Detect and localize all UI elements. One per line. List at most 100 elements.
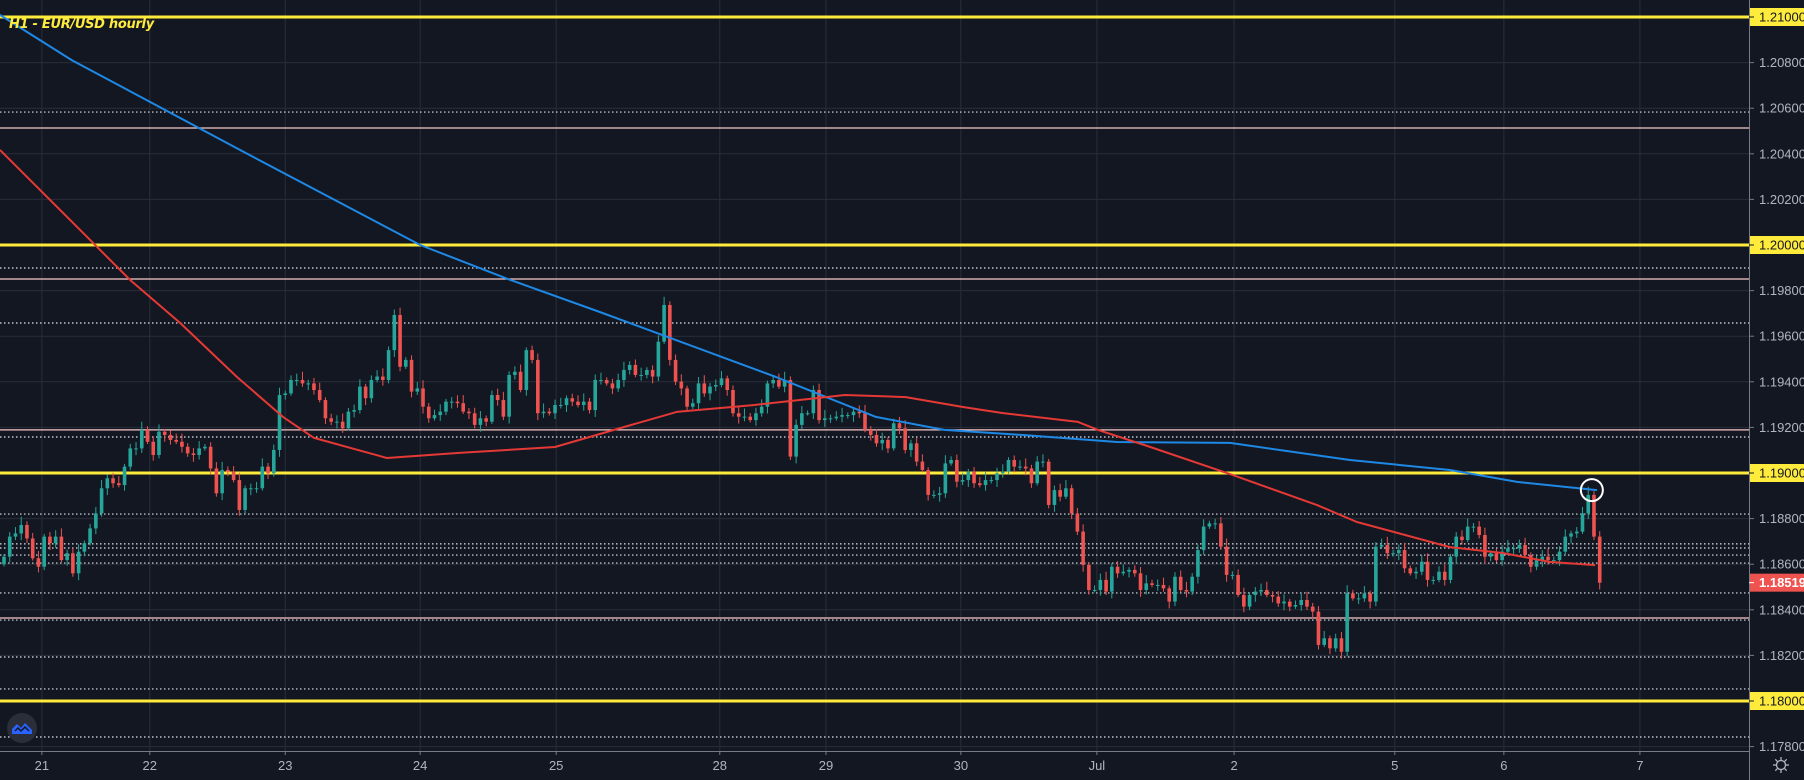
candle-down[interactable] xyxy=(1276,596,1281,604)
candle-up[interactable] xyxy=(1098,579,1103,590)
candle-up[interactable] xyxy=(1230,574,1235,576)
candle-up[interactable] xyxy=(949,460,953,464)
candle-up[interactable] xyxy=(1471,526,1476,528)
candle-up[interactable] xyxy=(1299,599,1304,606)
candle-down[interactable] xyxy=(71,553,75,574)
candle-down[interactable] xyxy=(1328,638,1332,649)
candle-up[interactable] xyxy=(541,411,546,414)
candle-down[interactable] xyxy=(1104,579,1108,592)
candle-down[interactable] xyxy=(1075,513,1080,532)
candle-up[interactable] xyxy=(82,543,87,552)
candle-up[interactable] xyxy=(1041,461,1045,463)
candle-down[interactable] xyxy=(214,468,219,494)
candle-up[interactable] xyxy=(1419,561,1424,572)
candle-up[interactable] xyxy=(960,480,965,482)
candle-down[interactable] xyxy=(1339,638,1344,652)
candle-up[interactable] xyxy=(1517,545,1522,549)
candle-down[interactable] xyxy=(1368,593,1372,602)
candle-down[interactable] xyxy=(874,434,879,444)
candle-up[interactable] xyxy=(805,413,810,415)
candle-down[interactable] xyxy=(409,359,414,392)
candle-down[interactable] xyxy=(1494,553,1499,561)
candle-down[interactable] xyxy=(421,388,425,407)
candle-down[interactable] xyxy=(25,524,29,539)
price-axis[interactable] xyxy=(1749,0,1804,780)
candle-up[interactable] xyxy=(404,359,408,367)
candle-up[interactable] xyxy=(713,384,718,387)
candle-down[interactable] xyxy=(926,470,930,495)
candle-up[interactable] xyxy=(134,448,138,450)
candle-down[interactable] xyxy=(30,538,35,559)
candle-down[interactable] xyxy=(868,429,873,435)
candle-up[interactable] xyxy=(1213,523,1217,525)
candle-down[interactable] xyxy=(1224,546,1229,575)
candle-down[interactable] xyxy=(398,314,402,367)
candle-up[interactable] xyxy=(375,376,379,380)
candle-up[interactable] xyxy=(203,446,207,449)
candle-down[interactable] xyxy=(1058,490,1062,497)
candle-up[interactable] xyxy=(1052,490,1057,505)
candle-down[interactable] xyxy=(576,401,580,406)
candle-down[interactable] xyxy=(978,483,982,486)
candle-down[interactable] xyxy=(495,395,500,401)
candle-up[interactable] xyxy=(1345,593,1349,652)
candle-up[interactable] xyxy=(1465,526,1470,541)
candle-up[interactable] xyxy=(1155,584,1160,586)
candle-up[interactable] xyxy=(88,528,92,544)
candle-up[interactable] xyxy=(800,413,804,425)
candle-down[interactable] xyxy=(1087,564,1091,590)
candle-up[interactable] xyxy=(271,449,276,474)
candle-up[interactable] xyxy=(966,471,971,481)
candle-up[interactable] xyxy=(13,533,18,537)
candle-up[interactable] xyxy=(65,553,69,561)
candle-up[interactable] xyxy=(444,401,448,412)
candle-up[interactable] xyxy=(983,480,988,486)
candle-down[interactable] xyxy=(650,369,655,377)
candle-up[interactable] xyxy=(553,405,557,414)
candle-down[interactable] xyxy=(300,379,305,384)
candle-up[interactable] xyxy=(1362,593,1367,599)
candle-down[interactable] xyxy=(1167,588,1172,602)
candle-down[interactable] xyxy=(610,383,615,389)
candle-down[interactable] xyxy=(547,411,552,414)
candle-down[interactable] xyxy=(340,421,345,429)
candle-down[interactable] xyxy=(1023,466,1028,469)
candle-up[interactable] xyxy=(765,383,770,407)
candle-up[interactable] xyxy=(645,369,649,375)
candle-up[interactable] xyxy=(696,383,701,404)
candle-up[interactable] xyxy=(358,386,362,411)
candle-down[interactable] xyxy=(111,478,115,484)
candle-up[interactable] xyxy=(507,374,511,417)
candle-up[interactable] xyxy=(432,415,437,419)
candle-up[interactable] xyxy=(7,536,12,557)
candle-down[interactable] xyxy=(725,378,730,391)
candle-down[interactable] xyxy=(604,379,609,384)
candle-up[interactable] xyxy=(1253,591,1258,595)
candle-up[interactable] xyxy=(880,439,885,444)
candle-up[interactable] xyxy=(1092,589,1097,591)
candle-down[interactable] xyxy=(1442,571,1447,580)
candle-down[interactable] xyxy=(886,439,890,449)
candle-down[interactable] xyxy=(1305,599,1309,607)
candle-up[interactable] xyxy=(392,314,397,351)
candle-down[interactable] xyxy=(702,383,707,394)
candle-down[interactable] xyxy=(1316,611,1321,645)
candle-up[interactable] xyxy=(438,411,443,416)
candle-down[interactable] xyxy=(1029,468,1034,484)
candle-up[interactable] xyxy=(1201,526,1206,551)
candle-down[interactable] xyxy=(467,411,471,414)
candle-down[interactable] xyxy=(570,398,575,402)
candle-up[interactable] xyxy=(42,536,46,567)
candle-up[interactable] xyxy=(1586,494,1591,514)
candle-down[interactable] xyxy=(972,471,976,484)
candle-down[interactable] xyxy=(237,480,242,510)
candle-down[interactable] xyxy=(1161,584,1166,589)
candle-up[interactable] xyxy=(220,470,224,494)
candle-down[interactable] xyxy=(817,390,821,421)
candle-up[interactable] xyxy=(719,378,724,385)
candle-down[interactable] xyxy=(484,418,488,422)
candle-up[interactable] xyxy=(1391,553,1395,555)
candle-up[interactable] xyxy=(490,395,494,422)
candle-up[interactable] xyxy=(558,405,563,407)
tradingview-logo-icon[interactable] xyxy=(7,713,37,743)
